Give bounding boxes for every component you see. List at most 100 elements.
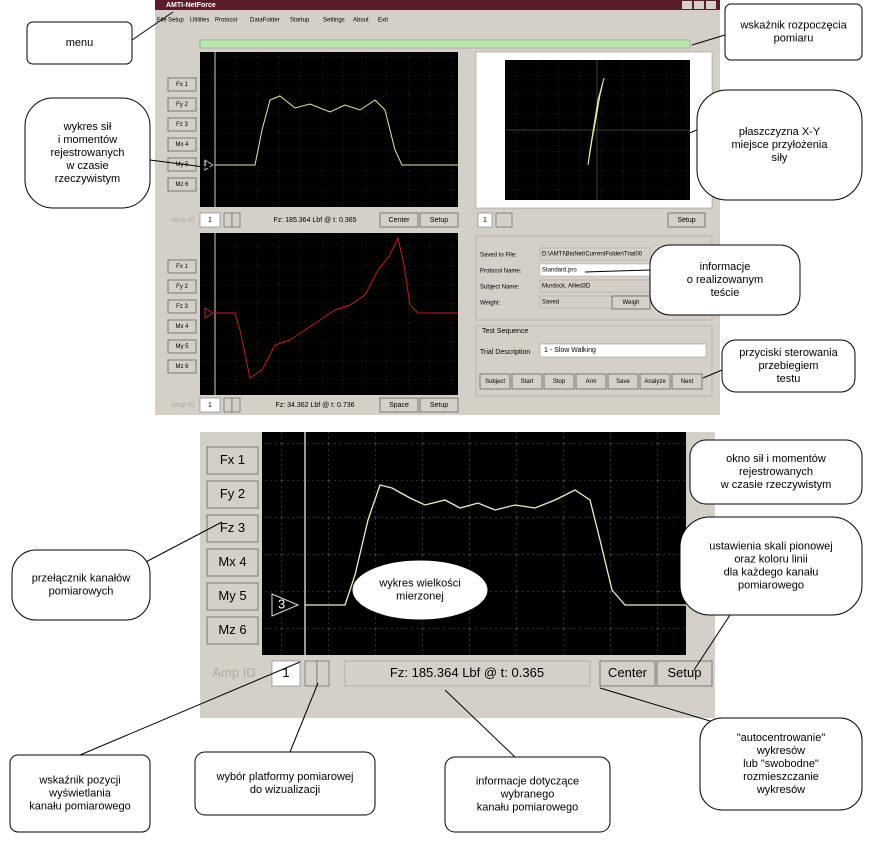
- arrow-button[interactable]: [231, 397, 241, 413]
- callout-box: [724, 3, 863, 61]
- callout-text: teście: [711, 287, 740, 299]
- arrow-button[interactable]: [223, 397, 233, 413]
- callout-text: informacje dotyczące: [476, 775, 579, 787]
- callout-pointer: [139, 521, 223, 566]
- channel-button[interactable]: [206, 514, 259, 543]
- callout-text: oraz koloru linii: [734, 553, 807, 565]
- readout: Fz: 34.362 Lbf @ t: 0.736: [275, 402, 354, 409]
- setup-button-label: Setup: [668, 665, 702, 680]
- field-value: 1: [282, 665, 289, 680]
- arrow-button[interactable]: [231, 212, 241, 228]
- channel-button-label: Fy 2: [176, 284, 188, 290]
- menu-item[interactable]: Setup: [168, 18, 184, 24]
- channel-button-label: Fy 2: [176, 102, 188, 108]
- channel-button[interactable]: [167, 77, 197, 92]
- callout-text: wykresów: [756, 745, 805, 757]
- callout-text: wybranego: [500, 788, 555, 800]
- callout-pointer: [79, 661, 301, 756]
- menu-item[interactable]: Settings: [323, 18, 345, 24]
- center-button[interactable]: [599, 660, 656, 687]
- channel-button[interactable]: [206, 446, 259, 475]
- callout-pointer: [702, 369, 723, 379]
- callout-text: wykresów: [756, 784, 805, 796]
- test-button[interactable]: [607, 373, 639, 390]
- callout-box: [649, 244, 801, 316]
- test-button[interactable]: [639, 373, 671, 390]
- arrow-button[interactable]: [304, 660, 318, 687]
- callout-box: [9, 754, 151, 833]
- callout-text: w czasie rzeczywistym: [720, 479, 832, 491]
- setup-button[interactable]: [667, 212, 706, 228]
- readout-box: [344, 660, 591, 687]
- channel-button[interactable]: [206, 548, 259, 577]
- arrow-button[interactable]: [223, 212, 233, 228]
- channel-button[interactable]: [167, 259, 197, 274]
- menu-item[interactable]: Utilities: [190, 18, 209, 24]
- callout-pointer: [131, 11, 174, 41]
- menu-item[interactable]: Exit: [378, 18, 388, 24]
- test-button[interactable]: [671, 373, 703, 390]
- center-button-label: Space: [389, 402, 409, 409]
- channel-button-label: Mz 6: [175, 364, 189, 370]
- readout: Fz: 185.364 Lbf @ t: 0.365: [390, 665, 544, 680]
- channel-button[interactable]: [206, 480, 259, 509]
- channel-button-label: Fx 1: [176, 264, 188, 270]
- channel-button[interactable]: [167, 279, 197, 294]
- menu-item[interactable]: Startup: [290, 18, 310, 24]
- channel-button[interactable]: [167, 319, 197, 334]
- center-button[interactable]: [379, 397, 419, 413]
- callout-text: rejestrowanych: [51, 147, 125, 159]
- channel-button[interactable]: [206, 582, 259, 611]
- channel-button[interactable]: [167, 117, 197, 132]
- field: [477, 212, 493, 228]
- test-button-label: Stop: [553, 379, 566, 385]
- group-title: Test Sequence: [482, 328, 528, 335]
- test-button[interactable]: [543, 373, 575, 390]
- menu-item[interactable]: File: [157, 18, 167, 24]
- channel-button[interactable]: [167, 359, 197, 374]
- center-button[interactable]: [379, 212, 419, 228]
- callout-text: wykres sił: [63, 121, 112, 133]
- channel-button[interactable]: [167, 97, 197, 112]
- info-value: Saved: [542, 300, 559, 306]
- channel-button[interactable]: [167, 339, 197, 354]
- info-label: Protocol Name:: [480, 269, 522, 275]
- callout-text: menu: [66, 37, 94, 49]
- menu-item[interactable]: About: [353, 18, 369, 24]
- info-field: [539, 247, 651, 261]
- channel-button[interactable]: [167, 299, 197, 314]
- channel-button[interactable]: [206, 616, 259, 645]
- menu-item[interactable]: Protocol: [215, 18, 237, 24]
- callout-text: wskaźnik rozpoczęcia: [739, 19, 847, 31]
- channel-button[interactable]: [167, 177, 197, 192]
- arrow-button[interactable]: [316, 660, 330, 687]
- field-value: 1: [208, 217, 212, 224]
- callout-text: informacje: [700, 261, 751, 273]
- channel-button-label: My 5: [175, 344, 189, 350]
- arrow-button[interactable]: [495, 212, 513, 228]
- callout-pointer: [369, 532, 396, 566]
- info-label: Subject Name:: [480, 285, 520, 291]
- callout-box: [721, 339, 856, 393]
- test-button[interactable]: [511, 373, 543, 390]
- menu-item[interactable]: DataFolder: [250, 18, 280, 24]
- field: [199, 397, 221, 413]
- channel-button[interactable]: [167, 137, 197, 152]
- field-label: Trial Description: [480, 349, 530, 356]
- setup-button-label: Setup: [430, 217, 448, 224]
- channel-button-label: My 5: [175, 162, 189, 168]
- callout-text: mierzonej: [396, 590, 444, 602]
- channel-button-label: Mx 4: [175, 142, 189, 148]
- callout-text: przyciski sterowania: [739, 347, 838, 359]
- setup-button[interactable]: [419, 212, 459, 228]
- test-button[interactable]: [575, 373, 607, 390]
- callout-box: [689, 439, 863, 505]
- setup-button[interactable]: [419, 397, 459, 413]
- window-title: AMTI-NetForce: [166, 2, 216, 9]
- setup-button[interactable]: [656, 660, 713, 687]
- test-button[interactable]: [479, 373, 511, 390]
- callout-pointer: [693, 614, 731, 671]
- weigh-button[interactable]: [611, 295, 651, 310]
- setup-button-label: Setup: [430, 402, 448, 409]
- window-controls[interactable]: [682, 1, 716, 9]
